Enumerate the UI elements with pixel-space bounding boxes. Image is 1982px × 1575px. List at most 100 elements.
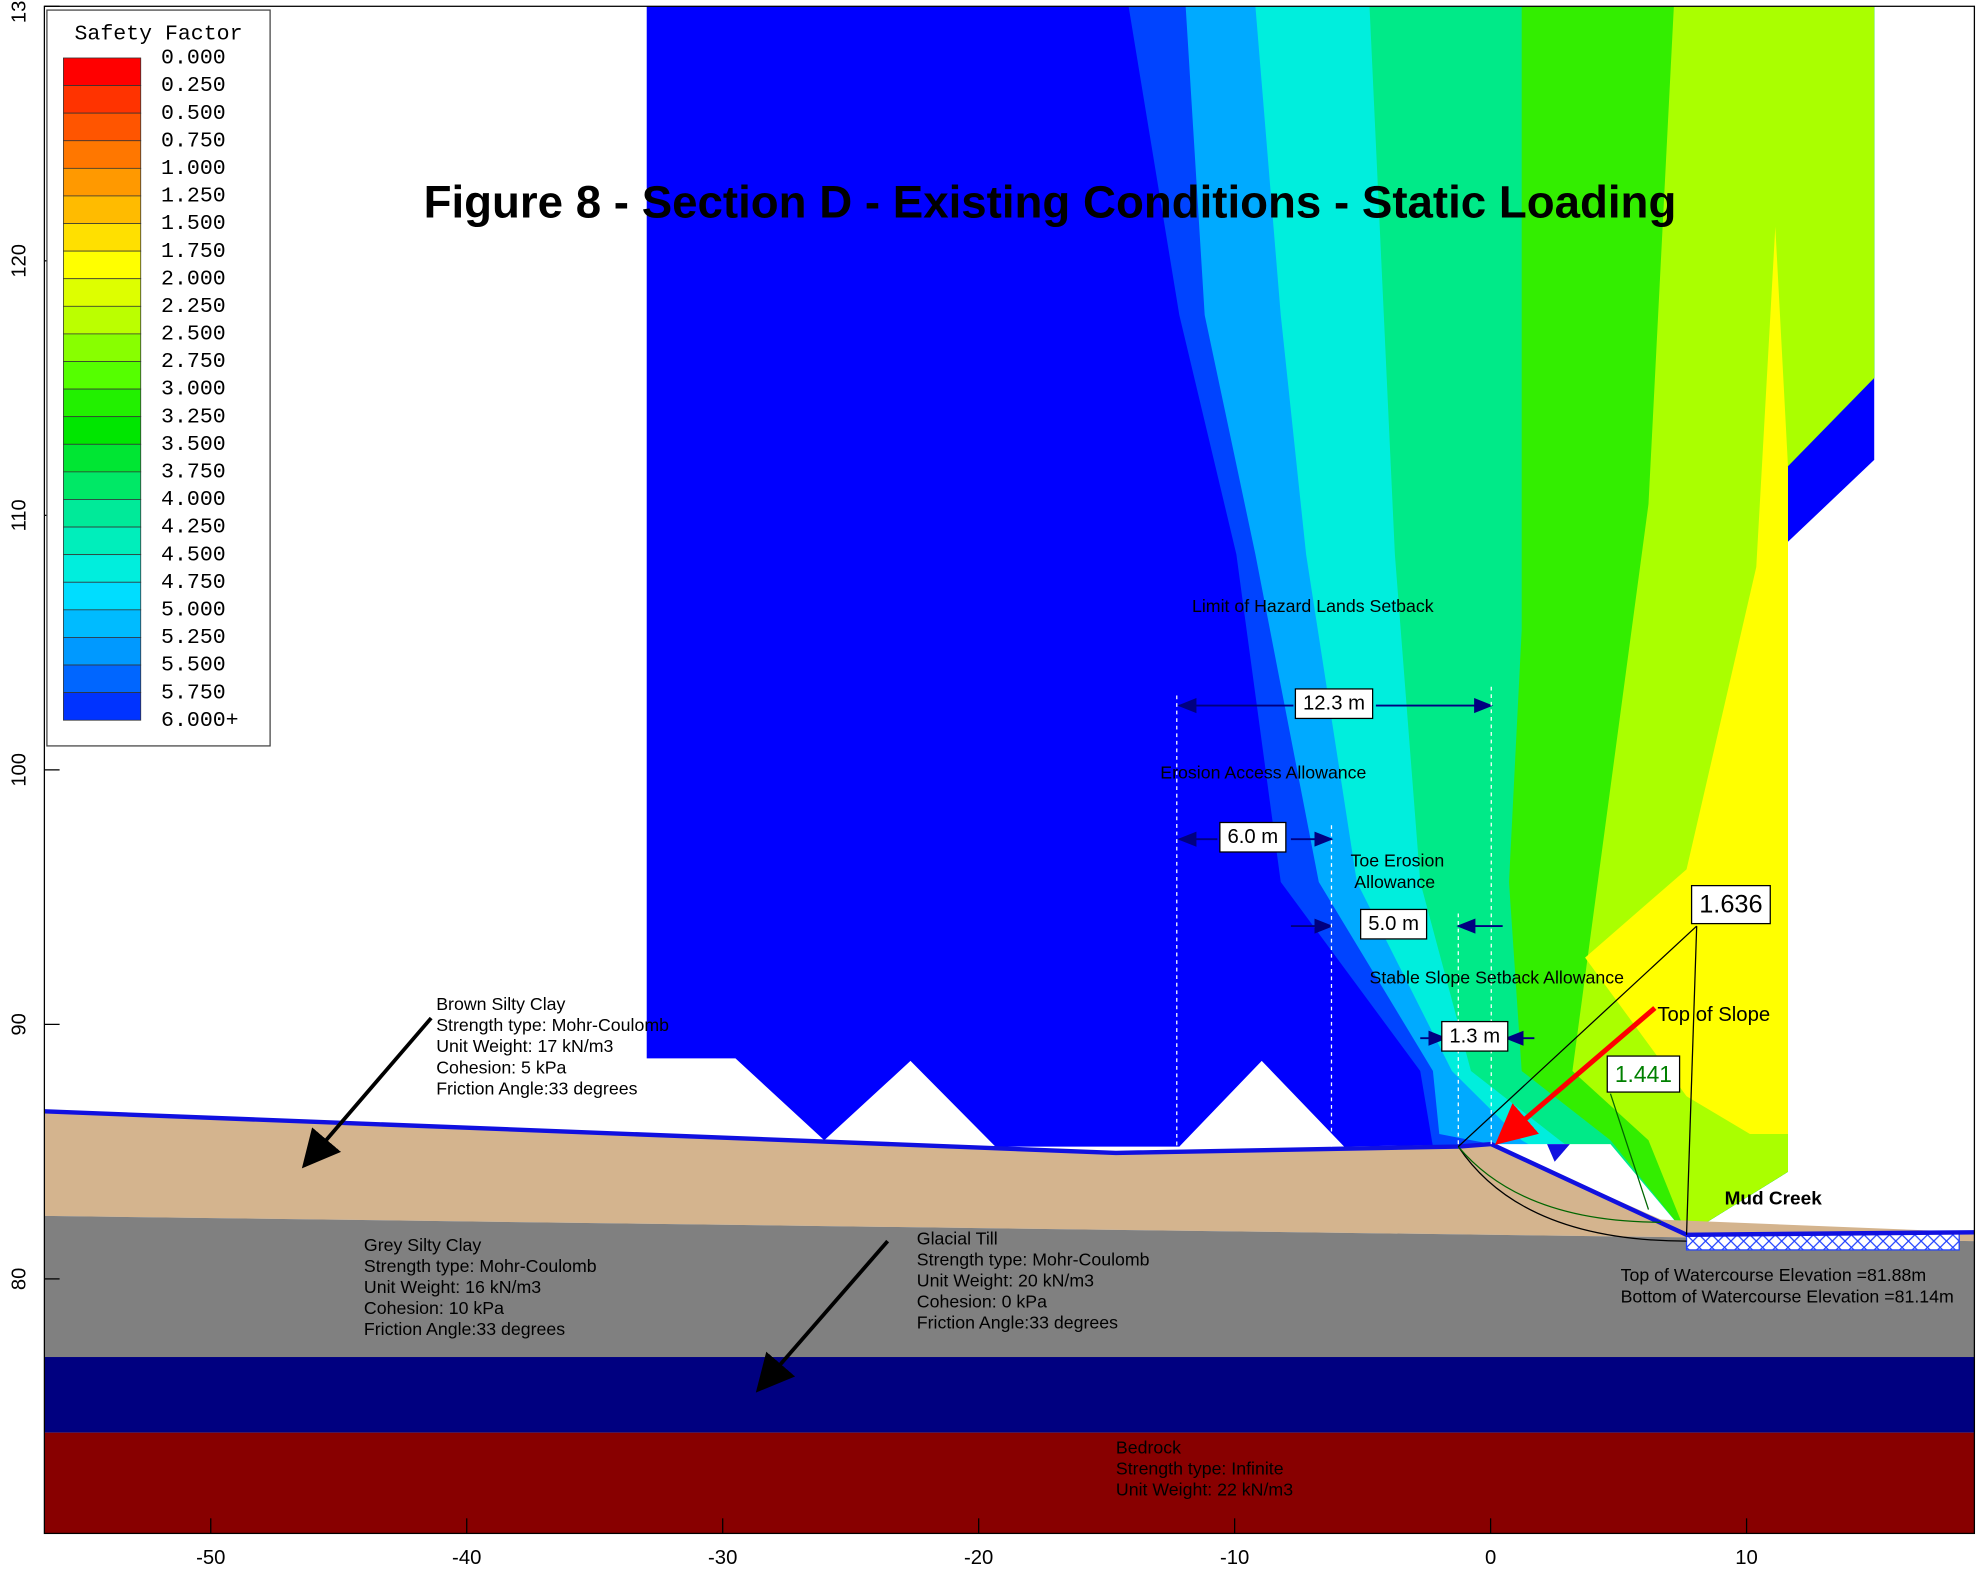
legend-label: 4.500	[161, 543, 226, 567]
legend-swatch	[63, 195, 142, 224]
material-property: Unit Weight: 16 kN/m3	[364, 1277, 541, 1297]
legend-swatch	[63, 112, 142, 142]
legend-title: Safety Factor	[75, 23, 243, 47]
material-property: Unit Weight: 17 kN/m3	[436, 1036, 613, 1056]
legend-label: 6.000+	[161, 709, 239, 733]
x-tick-label: 10	[1735, 1547, 1758, 1569]
legend-swatch	[63, 499, 142, 528]
arrow	[1495, 1006, 1657, 1145]
legend: 0.000 0.250 0.500 0.750 1.000 1.250 1.500 1.750…	[63, 47, 239, 733]
chart-title: Figure 8 - Section D - Existing Conditio…	[424, 176, 1677, 227]
y-tick-label: 130	[9, 0, 31, 23]
material-property: Strength type: Mohr-Coulomb	[364, 1256, 597, 1276]
legend-swatch	[63, 305, 142, 335]
legend-swatch	[63, 554, 142, 583]
y-tick-label: 100	[9, 753, 31, 787]
annotations: Limit of Hazard Lands Setback Erosion Acc…	[364, 596, 1954, 1500]
x-tick-label: -40	[452, 1547, 481, 1569]
dimensions	[1177, 698, 1535, 1046]
legend-swatch	[63, 416, 142, 445]
legend-swatch	[63, 388, 142, 418]
dimension-label: 6.0 m	[1227, 826, 1278, 848]
annotation: Top of Slope	[1657, 1004, 1770, 1026]
legend-label: 1.250	[161, 185, 226, 209]
ground-surface	[44, 1109, 1975, 1238]
legend-swatch	[63, 526, 142, 556]
label-box	[1219, 821, 1287, 853]
legend-label: 2.500	[161, 323, 226, 347]
legend-swatch	[63, 57, 142, 86]
legend-label: 5.250	[161, 626, 226, 650]
x-tick-label: -20	[964, 1547, 993, 1569]
legend-label: 2.250	[161, 295, 226, 319]
annotation: Mud Creek	[1725, 1189, 1823, 1210]
y-tick-label: 120	[9, 244, 31, 278]
legend-label: 5.750	[161, 681, 226, 705]
legend-label: 2.750	[161, 350, 226, 374]
legend-swatch	[63, 140, 142, 169]
legend-swatch	[63, 167, 142, 197]
material-property: Friction Angle:33 degrees	[436, 1078, 637, 1098]
arrow	[755, 1239, 890, 1393]
y-tick-label: 90	[9, 1013, 31, 1035]
legend-label: 5.000	[161, 599, 226, 623]
annotation: Limit of Hazard Lands Setback	[1192, 596, 1434, 616]
annotation: Allowance	[1354, 872, 1435, 892]
x-tick-label: -50	[196, 1547, 225, 1569]
legend-label: 3.500	[161, 433, 226, 457]
dimension-label: 5.0 m	[1368, 913, 1419, 935]
legend-swatch	[63, 609, 142, 638]
legend-swatch	[63, 85, 142, 114]
legend-label: 5.500	[161, 654, 226, 678]
leader	[1685, 926, 1698, 1235]
label-box	[1606, 1055, 1681, 1093]
legend-label: 1.750	[161, 240, 226, 264]
annotation: Bottom of Watercourse Elevation =81.14m	[1621, 1287, 1954, 1307]
material-name: Glacial Till	[917, 1229, 998, 1249]
legend-swatch	[63, 223, 142, 252]
axes: -50 -40 -30 -20 -10 0 10 80 90 100 110 120 130	[9, 0, 1758, 1569]
x-tick-label: -30	[708, 1547, 737, 1569]
grey-silty-clay	[44, 1215, 1975, 1358]
material-name: Bedrock	[1116, 1438, 1181, 1458]
annotation: Stable Slope Setback Allowance	[1370, 968, 1625, 988]
legend-label: 1.000	[161, 157, 226, 181]
legend-label: 4.750	[161, 571, 226, 595]
material-property: Friction Angle:33 degrees	[364, 1319, 565, 1339]
legend-swatch	[63, 250, 142, 280]
arrow	[301, 1016, 433, 1169]
factor-of-safety: 1.636	[1699, 891, 1762, 919]
legend-label: 0.750	[161, 129, 226, 153]
legend-swatch	[63, 278, 142, 307]
label-box	[1441, 1020, 1509, 1052]
legend-swatch	[63, 333, 142, 362]
dimension-label: 12.3 m	[1303, 693, 1365, 715]
annotation: Top of Watercourse Elevation =81.88m	[1621, 1265, 1927, 1285]
legend-label: 2.000	[161, 267, 226, 291]
legend-swatch	[63, 443, 142, 473]
legend-swatch	[63, 637, 142, 666]
label-box	[1294, 688, 1374, 720]
material-name: Brown Silty Clay	[436, 994, 565, 1014]
material-property: Cohesion: 10 kPa	[364, 1298, 504, 1318]
annotation: Erosion Access Allowance	[1160, 762, 1366, 782]
material-property: Cohesion: 0 kPa	[917, 1292, 1047, 1312]
material-property: Unit Weight: 20 kN/m3	[917, 1271, 1094, 1291]
material-property: Strength type: Infinite	[1116, 1459, 1284, 1479]
legend-label: 0.500	[161, 102, 226, 126]
dimension-label: 1.3 m	[1449, 1025, 1500, 1047]
material-property: Strength type: Mohr-Coulomb	[917, 1250, 1150, 1270]
legend-label: 3.250	[161, 405, 226, 429]
legend-label: 3.000	[161, 378, 226, 402]
factor-of-safety: 1.441	[1615, 1061, 1672, 1087]
legend-swatch	[63, 692, 142, 721]
slip-surface	[1457, 1146, 1662, 1223]
y-tick-label: 110	[9, 499, 31, 531]
legend-swatch	[63, 471, 142, 500]
legend-label: 0.000	[161, 47, 226, 71]
slip-surface	[1457, 1146, 1687, 1242]
x-tick-label: -10	[1220, 1547, 1249, 1569]
x-tick-label: 0	[1485, 1547, 1496, 1569]
